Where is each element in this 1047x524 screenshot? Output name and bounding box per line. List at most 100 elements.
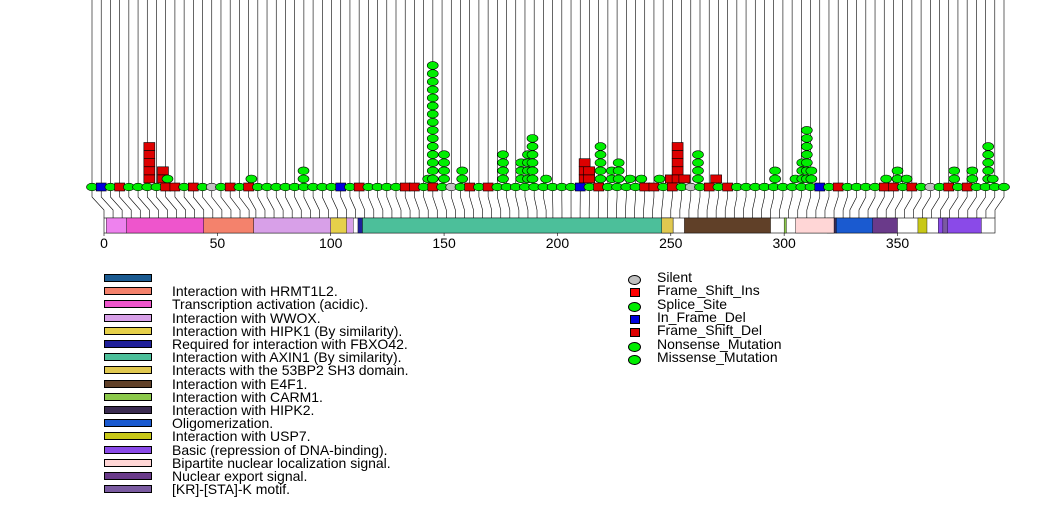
mutation-legend-symbol: [630, 288, 640, 298]
connector-line: [976, 191, 986, 218]
mutation-marker: [769, 166, 781, 176]
baseline-mutation: [325, 182, 338, 192]
mutation-marker: [801, 126, 813, 135]
domain-legend-label: Basic (repression of DNA-binding).: [172, 441, 388, 458]
baseline-mutation: [823, 182, 835, 192]
domain-legend-swatch: [104, 353, 152, 362]
mutation-marker: [612, 158, 625, 167]
mutation-marker: [594, 158, 607, 167]
domain-segment: [362, 217, 674, 234]
domain-segment: [795, 217, 835, 234]
mutation-legend-label: Splice_Site: [657, 295, 728, 312]
connector-line: [423, 191, 429, 218]
connector-line: [670, 191, 673, 218]
connector-line: [697, 191, 701, 218]
connector-line: [174, 191, 186, 218]
baseline-mutation: [215, 182, 227, 192]
mutation-marker: [426, 77, 439, 86]
connector-line: [733, 191, 738, 218]
mutation-marker: [612, 166, 625, 176]
domain-legend-label: Required for interaction with FBXO42.: [172, 336, 408, 352]
mutation-marker: [583, 166, 595, 176]
domain-legend-swatch: [104, 419, 152, 428]
connector-line: [688, 191, 692, 218]
connector-line: [275, 191, 284, 218]
mutation-marker: [692, 166, 704, 176]
x-tick-label: 200: [546, 235, 570, 251]
connector-line: [931, 191, 940, 218]
x-tick-label: 150: [432, 235, 456, 251]
mutation-marker: [769, 174, 781, 184]
domain-legend-label: Interaction with HIPK2.: [172, 402, 315, 418]
mutation-legend-symbol: [628, 341, 641, 352]
baseline-mutation: [86, 182, 98, 192]
connector-line: [386, 191, 393, 218]
baseline-mutation: [694, 182, 706, 192]
connector-line: [761, 191, 765, 218]
x-tick-label: 50: [210, 235, 226, 251]
mutation-legend-symbol: [628, 275, 641, 285]
baseline-mutation: [657, 182, 669, 192]
connector-line: [967, 191, 977, 218]
domain-legend-label: Oligomerization.: [172, 415, 274, 432]
mutation-marker: [426, 150, 439, 159]
connector-line: [91, 191, 105, 218]
mutation-legend-label: Silent: [657, 269, 693, 285]
baseline-mutation: [565, 182, 577, 192]
connector-line: [368, 191, 375, 218]
connector-line: [165, 191, 177, 218]
mutation-marker: [143, 142, 156, 151]
mutation-legend-symbol: [630, 314, 640, 324]
mutation-marker: [426, 166, 439, 176]
mutation-marker: [438, 158, 450, 167]
mutation-marker: [426, 109, 439, 119]
mutation-marker: [982, 142, 994, 151]
connector-line: [679, 191, 682, 218]
domain-legend-swatch: [104, 432, 152, 441]
baseline-mutation: [150, 182, 163, 192]
connector-line: [706, 191, 710, 218]
connector-line: [824, 191, 830, 218]
connector-line: [994, 191, 1005, 218]
connector-line: [119, 191, 132, 218]
connector-line: [806, 191, 811, 218]
baseline-mutation: [417, 182, 430, 192]
connector-line: [616, 191, 618, 218]
connector-line: [266, 191, 275, 218]
connector-line: [770, 191, 774, 218]
baseline-mutation: [583, 182, 596, 192]
baseline-mutation: [639, 182, 651, 192]
connector-line: [885, 191, 894, 218]
domain-legend-label: [KR]-[STA]-K motif.: [172, 481, 290, 498]
mutation-legend-label: Missense_Mutation: [657, 348, 778, 365]
connector-line: [322, 191, 329, 218]
x-axis: 0 50 100 150 200 250 300 350: [100, 233, 909, 251]
mutation-marker: [801, 134, 813, 143]
mutation-marker: [526, 134, 539, 143]
domain-segment: [661, 217, 674, 234]
mutation-marker: [635, 174, 648, 184]
mutation-marker: [671, 142, 684, 151]
domain-legend-swatch: [104, 379, 152, 388]
mutation-marker: [438, 174, 450, 184]
connector-line: [506, 191, 511, 218]
mutation-marker: [426, 85, 439, 95]
connector-line: [849, 191, 857, 218]
mutation-marker: [948, 166, 960, 176]
mutation-marker: [297, 166, 310, 176]
mutation-marker: [426, 101, 439, 111]
domain-legend-swatch: [104, 406, 152, 414]
connector-line: [441, 191, 447, 218]
mutation-marker: [143, 150, 156, 159]
domain-legend-label: Interaction with CARM1.: [172, 388, 323, 405]
domain-legend-swatch: [104, 340, 152, 348]
protein-domain-bar: [103, 217, 996, 234]
connector-line: [625, 191, 627, 218]
domain-legend-swatch: [104, 300, 152, 309]
mutation-marker: [426, 158, 439, 167]
connector-line: [229, 191, 241, 218]
domain-legend-label: Interaction with WWOX.: [172, 309, 321, 326]
domain-legend-swatch: [104, 445, 152, 454]
connector-line: [922, 191, 931, 218]
